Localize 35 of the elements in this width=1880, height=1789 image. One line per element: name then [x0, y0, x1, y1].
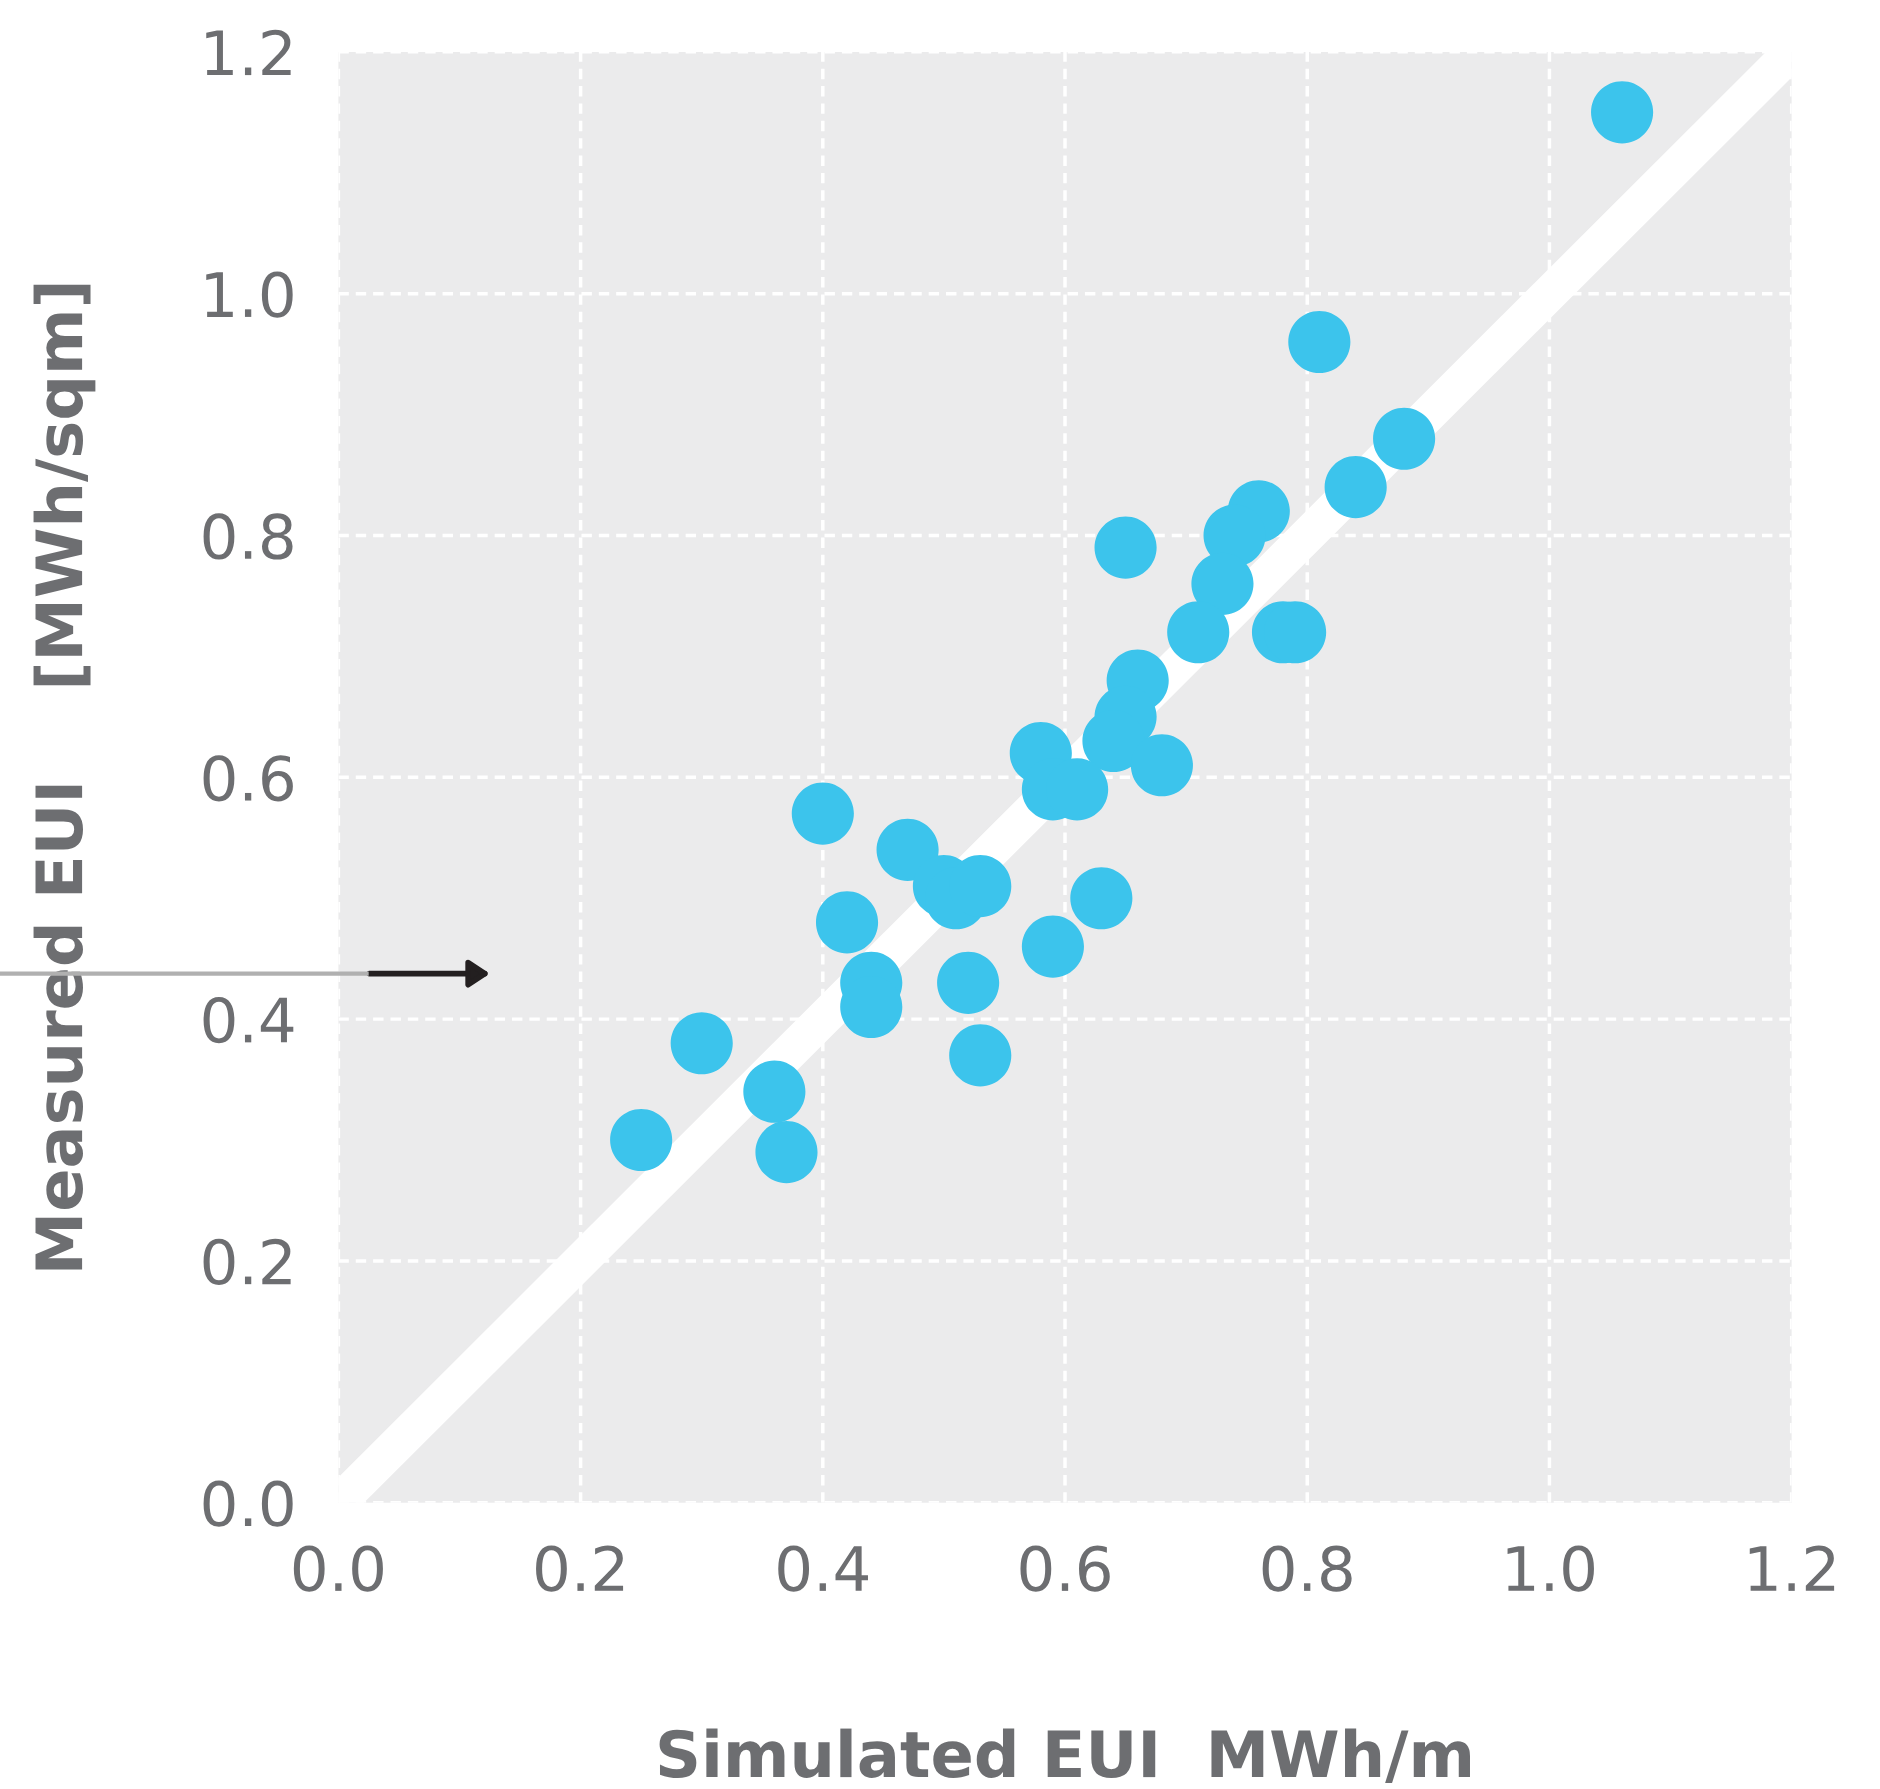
- point: [815, 891, 879, 954]
- x-tick-label: 0.0: [293, 1545, 383, 1592]
- y-tick-label: 0.0: [203, 1480, 293, 1527]
- point: [1373, 407, 1436, 470]
- point: [755, 1121, 818, 1184]
- y-tick-label: 1.0: [206, 271, 293, 318]
- point: [743, 1060, 806, 1123]
- x-tick-label: 0.6: [1020, 1545, 1110, 1592]
- x-tick-label: 0.2: [536, 1545, 624, 1592]
- point: [937, 951, 1000, 1014]
- point: [1094, 516, 1157, 579]
- y-tick-label: 0.2: [203, 1238, 291, 1286]
- y-tick-label: 0.6: [203, 755, 293, 802]
- point: [949, 1024, 1012, 1087]
- y-axis-title: Measured EUI [MWh/sqm]: [33, 284, 96, 1270]
- x-tick-label: 1.2: [1749, 1545, 1835, 1591]
- point: [670, 1012, 733, 1075]
- point: [1591, 81, 1654, 144]
- point: [1324, 456, 1387, 519]
- y-tick-label: 1.2: [206, 29, 291, 76]
- x-tick-label: 0.4: [778, 1545, 868, 1592]
- point: [1288, 311, 1351, 374]
- point: [1167, 601, 1230, 664]
- point: [876, 818, 939, 881]
- x-axis-title: Simulated EUI MWh/m: [659, 1728, 1470, 1784]
- point: [610, 1108, 673, 1172]
- point: [1130, 734, 1193, 797]
- point: [1021, 915, 1084, 978]
- y-tick-label: 0.4: [203, 997, 294, 1044]
- point: [791, 782, 854, 845]
- point: [1070, 867, 1133, 930]
- point: [1191, 552, 1254, 615]
- x-tick-label: 1.0: [1507, 1545, 1594, 1592]
- y-tick-label: 0.8: [203, 513, 293, 560]
- x-tick-label: 0.8: [1262, 1545, 1352, 1592]
